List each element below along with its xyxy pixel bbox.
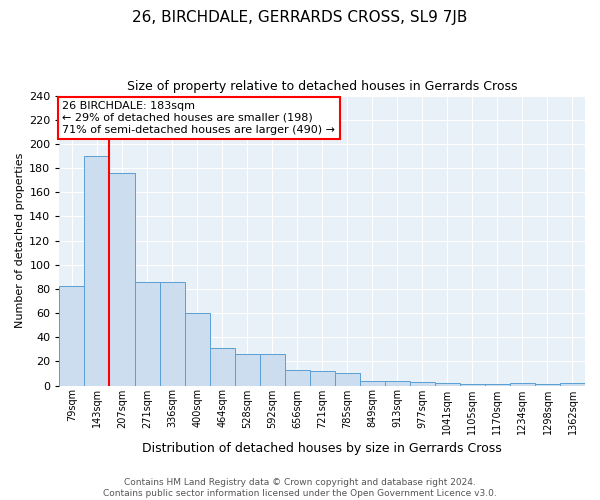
Bar xyxy=(160,282,185,386)
Bar xyxy=(109,173,134,386)
Bar xyxy=(535,384,560,386)
Bar xyxy=(235,354,260,386)
Bar xyxy=(284,370,310,386)
Bar xyxy=(435,383,460,386)
Bar xyxy=(560,383,585,386)
Bar xyxy=(209,348,235,386)
Y-axis label: Number of detached properties: Number of detached properties xyxy=(15,153,25,328)
Bar xyxy=(510,383,535,386)
Title: Size of property relative to detached houses in Gerrards Cross: Size of property relative to detached ho… xyxy=(127,80,517,93)
Bar xyxy=(134,282,160,386)
Text: Contains HM Land Registry data © Crown copyright and database right 2024.
Contai: Contains HM Land Registry data © Crown c… xyxy=(103,478,497,498)
Bar xyxy=(360,380,385,386)
Text: 26, BIRCHDALE, GERRARDS CROSS, SL9 7JB: 26, BIRCHDALE, GERRARDS CROSS, SL9 7JB xyxy=(133,10,467,25)
Bar xyxy=(85,156,109,386)
Bar xyxy=(59,286,85,386)
Bar xyxy=(460,384,485,386)
Bar xyxy=(185,313,209,386)
Bar xyxy=(335,374,360,386)
Bar xyxy=(410,382,435,386)
Bar xyxy=(385,380,410,386)
Bar xyxy=(260,354,284,386)
Text: 26 BIRCHDALE: 183sqm
← 29% of detached houses are smaller (198)
71% of semi-deta: 26 BIRCHDALE: 183sqm ← 29% of detached h… xyxy=(62,102,335,134)
Bar xyxy=(310,371,335,386)
X-axis label: Distribution of detached houses by size in Gerrards Cross: Distribution of detached houses by size … xyxy=(142,442,502,455)
Bar xyxy=(485,384,510,386)
